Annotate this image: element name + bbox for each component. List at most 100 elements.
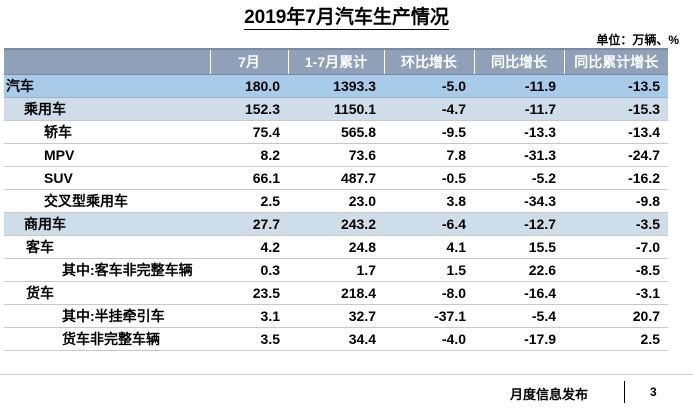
row-label: 汽车 bbox=[4, 74, 210, 98]
row-label: 其中:客车非完整车辆 bbox=[4, 258, 210, 282]
value-cell: 20.7 bbox=[564, 304, 668, 328]
value-cell: 1150.1 bbox=[288, 97, 384, 121]
value-cell: -31.3 bbox=[474, 143, 564, 167]
table-row: 其中:半挂牵引车 3.1 32.7 -37.1 -5.4 20.7 bbox=[4, 304, 668, 328]
footer-label: 月度信息发布 bbox=[510, 387, 589, 402]
value-cell: -8.0 bbox=[384, 281, 474, 305]
row-label: 客车 bbox=[4, 235, 210, 259]
row-label: MPV bbox=[4, 143, 210, 167]
value-cell: -13.4 bbox=[564, 120, 668, 144]
table-row: 乘用车 152.3 1150.1 -4.7 -11.7 -15.3 bbox=[4, 97, 668, 121]
row-label: 货车 bbox=[4, 281, 210, 305]
value-cell: 4.2 bbox=[210, 235, 288, 259]
unit-label: 单位：万辆、% bbox=[596, 33, 679, 47]
value-cell: -13.5 bbox=[564, 74, 668, 98]
value-cell: 487.7 bbox=[288, 166, 384, 190]
value-cell: 2.5 bbox=[564, 327, 668, 351]
row-label: 乘用车 bbox=[4, 97, 210, 121]
value-cell: -11.7 bbox=[474, 97, 564, 121]
table-row: SUV 66.1 487.7 -0.5 -5.2 -16.2 bbox=[4, 166, 668, 190]
table-body: 汽车 180.0 1393.3 -5.0 -11.9 -13.5 乘用车 152.3 1150.… bbox=[4, 74, 668, 351]
value-cell: -16.4 bbox=[474, 281, 564, 305]
value-cell: 180.0 bbox=[210, 74, 288, 98]
value-cell: 7.8 bbox=[384, 143, 474, 167]
table-row: 货车非完整车辆 3.5 34.4 -4.0 -17.9 2.5 bbox=[4, 327, 668, 351]
header-cell bbox=[4, 48, 210, 75]
table-row: 交叉型乘用车 2.5 23.0 3.8 -34.3 -9.8 bbox=[4, 189, 668, 213]
footer-divider bbox=[0, 374, 693, 375]
header-cell: 环比增长 bbox=[383, 48, 474, 75]
value-cell: -9.8 bbox=[564, 189, 668, 213]
table-row: 其中:客车非完整车辆 0.3 1.7 1.5 22.6 -8.5 bbox=[4, 258, 668, 282]
value-cell: 23.5 bbox=[210, 281, 288, 305]
footer-separator bbox=[624, 381, 625, 403]
value-cell: 73.6 bbox=[288, 143, 384, 167]
value-cell: 152.3 bbox=[210, 97, 288, 121]
row-label: 交叉型乘用车 bbox=[4, 189, 210, 213]
value-cell: 75.4 bbox=[210, 120, 288, 144]
header-cell: 7月 bbox=[209, 48, 288, 75]
value-cell: 32.7 bbox=[288, 304, 384, 328]
row-label: 其中:半挂牵引车 bbox=[4, 304, 210, 328]
value-cell: 1.5 bbox=[384, 258, 474, 282]
header-cell: 1-7月累计 bbox=[287, 48, 384, 75]
value-cell: 8.2 bbox=[210, 143, 288, 167]
page-number: 3 bbox=[650, 385, 657, 399]
value-cell: -12.7 bbox=[474, 212, 564, 236]
value-cell: -3.5 bbox=[564, 212, 668, 236]
value-cell: -5.2 bbox=[474, 166, 564, 190]
row-label: 轿车 bbox=[4, 120, 210, 144]
value-cell: 1.7 bbox=[288, 258, 384, 282]
value-cell: -8.5 bbox=[564, 258, 668, 282]
row-label: SUV bbox=[4, 166, 210, 190]
value-cell: -5.0 bbox=[384, 74, 474, 98]
table-row: 货车 23.5 218.4 -8.0 -16.4 -3.1 bbox=[4, 281, 668, 305]
value-cell: -3.1 bbox=[564, 281, 668, 305]
page-title: 2019年7月汽车生产情况 bbox=[0, 2, 693, 30]
value-cell: 23.0 bbox=[288, 189, 384, 213]
table-row: 客车 4.2 24.8 4.1 15.5 -7.0 bbox=[4, 235, 668, 259]
production-table: 7月 1-7月累计 环比增长 同比增长 同比累计增长 汽车 180.0 1393.3… bbox=[4, 48, 668, 351]
table-row: 轿车 75.4 565.8 -9.5 -13.3 -13.4 bbox=[4, 120, 668, 144]
value-cell: 24.8 bbox=[288, 235, 384, 259]
header-cell: 同比增长 bbox=[473, 48, 564, 75]
value-cell: -34.3 bbox=[474, 189, 564, 213]
value-cell: 22.6 bbox=[474, 258, 564, 282]
table-row: MPV 8.2 73.6 7.8 -31.3 -24.7 bbox=[4, 143, 668, 167]
value-cell: -37.1 bbox=[384, 304, 474, 328]
value-cell: -4.0 bbox=[384, 327, 474, 351]
value-cell: 4.1 bbox=[384, 235, 474, 259]
row-label: 货车非完整车辆 bbox=[4, 327, 210, 351]
value-cell: 243.2 bbox=[288, 212, 384, 236]
value-cell: 565.8 bbox=[288, 120, 384, 144]
value-cell: 34.4 bbox=[288, 327, 384, 351]
value-cell: 2.5 bbox=[210, 189, 288, 213]
value-cell: 66.1 bbox=[210, 166, 288, 190]
value-cell: 3.8 bbox=[384, 189, 474, 213]
value-cell: -17.9 bbox=[474, 327, 564, 351]
table-header-row: 7月 1-7月累计 环比增长 同比增长 同比累计增长 bbox=[4, 48, 668, 75]
row-label: 商用车 bbox=[4, 212, 210, 236]
value-cell: -15.3 bbox=[564, 97, 668, 121]
value-cell: -0.5 bbox=[384, 166, 474, 190]
value-cell: -6.4 bbox=[384, 212, 474, 236]
value-cell: -9.5 bbox=[384, 120, 474, 144]
value-cell: 3.1 bbox=[210, 304, 288, 328]
title-text: 2019年7月汽车生产情况 bbox=[244, 7, 449, 30]
value-cell: -16.2 bbox=[564, 166, 668, 190]
value-cell: 27.7 bbox=[210, 212, 288, 236]
table-row: 汽车 180.0 1393.3 -5.0 -11.9 -13.5 bbox=[4, 74, 668, 98]
value-cell: -24.7 bbox=[564, 143, 668, 167]
value-cell: 0.3 bbox=[210, 258, 288, 282]
value-cell: 15.5 bbox=[474, 235, 564, 259]
value-cell: -5.4 bbox=[474, 304, 564, 328]
value-cell: -11.9 bbox=[474, 74, 564, 98]
value-cell: -4.7 bbox=[384, 97, 474, 121]
table-row: 商用车 27.7 243.2 -6.4 -12.7 -3.5 bbox=[4, 212, 668, 236]
value-cell: 218.4 bbox=[288, 281, 384, 305]
value-cell: -13.3 bbox=[474, 120, 564, 144]
value-cell: 3.5 bbox=[210, 327, 288, 351]
value-cell: 1393.3 bbox=[288, 74, 384, 98]
header-cell: 同比累计增长 bbox=[563, 48, 668, 75]
